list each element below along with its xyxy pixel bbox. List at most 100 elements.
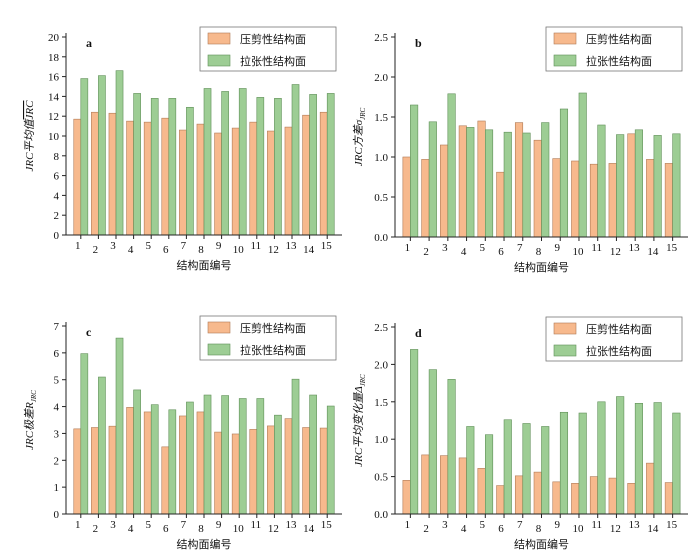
bar-c-shear-5 [143,411,152,515]
x-tick-label-d-13: 13 [629,519,641,531]
bar-b-tension-4 [466,127,475,238]
bar-c-shear-12 [267,425,275,515]
x-tick-label-d-11: 11 [591,519,602,531]
y-axis-title-d: JRC平均变化量ΔJRC [352,374,367,467]
bar-d-tension-11 [597,401,606,515]
bar-a-tension-12 [274,98,282,236]
x-tick-label-c-7: 7 [181,519,187,531]
y-tick-label-a-0: 0 [54,230,60,242]
bar-b-tension-3 [447,93,456,238]
bar-c-shear-3 [108,425,117,515]
bar-a-tension-7 [186,106,194,236]
bar-c-tension-4 [133,389,141,515]
y-tick-label-d-1: 0.5 [374,472,388,484]
bar-b-shear-5 [477,120,486,238]
x-tick-label-c-10: 10 [233,523,245,535]
y-tick-label-a-3: 6 [54,171,60,183]
bar-c-shear-2 [91,427,99,515]
x-axis-title-a: 结构面编号 [177,258,232,272]
legend-swatch-shear-b [553,32,577,45]
bar-d-tension-12 [616,396,625,515]
bar-b-tension-13 [634,129,643,238]
x-tick-label-b-12: 12 [610,246,621,258]
bar-c-tension-1 [80,353,89,515]
bar-c-tension-11 [256,398,265,515]
bar-b-shear-11 [589,163,599,238]
x-tick-label-a-8: 8 [198,244,204,256]
bar-a-shear-1 [73,118,82,236]
bar-d-shear-1 [402,480,411,515]
legend-label-tension-d: 拉张性结构面 [586,344,652,358]
x-axis-title-d: 结构面编号 [514,537,569,551]
bar-a-shear-9 [214,132,222,236]
panel-letter-b: b [415,36,422,50]
y-tick-label-d-4: 2.0 [374,359,388,371]
bar-d-tension-7 [522,423,531,515]
x-tick-label-c-12: 12 [268,523,279,535]
bar-d-shear-5 [477,468,486,515]
x-tick-label-a-15: 15 [321,240,333,252]
legend-label-shear-b: 压剪性结构面 [586,32,652,46]
bar-a-shear-10 [231,127,240,236]
bar-d-shear-12 [608,477,617,515]
bar-b-shear-14 [646,159,655,238]
bar-b-tension-1 [410,104,419,238]
y-tick-label-a-1: 2 [54,210,60,222]
y-axis-title-main-a: JRC平均值 [23,118,36,172]
bar-b-shear-2 [421,159,430,238]
y-axis-title-main-c: JRC极差R [23,402,36,450]
y-axis-title-sub-d: JRC [359,374,367,386]
x-tick-label-b-13: 13 [629,242,641,254]
bar-b-shear-3 [440,144,449,238]
bar-a-shear-13 [284,126,293,236]
y-axis-title-a: JRC平均值JRC [23,100,36,172]
x-tick-label-a-9: 9 [216,240,222,252]
x-tick-label-b-7: 7 [517,242,523,254]
y-tick-label-c-7: 7 [54,321,60,333]
bar-d-tension-2 [428,369,437,515]
bar-a-shear-2 [91,111,99,236]
legend-swatch-shear-c [207,321,231,334]
y-tick-label-a-9: 18 [48,52,60,64]
x-tick-label-b-6: 6 [498,246,504,258]
legend-label-tension-b: 拉张性结构面 [586,54,652,68]
y-tick-label-d-5: 2.5 [374,322,388,334]
x-tick-label-d-15: 15 [666,519,678,531]
y-tick-label-a-4: 8 [54,151,60,163]
x-tick-label-b-4: 4 [461,246,467,258]
bar-c-shear-13 [284,418,293,515]
bar-d-shear-2 [421,454,430,515]
bar-d-shear-8 [533,471,542,515]
x-tick-label-c-6: 6 [163,523,169,535]
y-tick-label-b-5: 2.5 [374,32,388,44]
x-tick-label-c-1: 1 [75,519,81,531]
y-tick-label-c-6: 6 [54,348,60,360]
x-tick-label-d-10: 10 [572,523,584,535]
x-tick-label-c-15: 15 [321,519,333,531]
bar-a-shear-5 [143,121,152,236]
bar-d-tension-8 [541,426,550,515]
bar-b-tension-10 [578,92,587,238]
x-tick-label-d-14: 14 [647,523,659,535]
y-tick-label-a-7: 14 [48,91,60,103]
x-tick-label-d-9: 9 [554,519,560,531]
bar-d-shear-11 [589,476,599,515]
y-axis-title-b: JRC方差σJRC [352,107,367,166]
bar-b-shear-1 [402,156,411,238]
x-tick-label-c-4: 4 [128,523,134,535]
legend-swatch-shear-d [553,322,577,335]
bar-d-shear-15 [664,482,673,515]
bar-b-tension-2 [428,121,437,238]
x-tick-label-a-7: 7 [181,240,187,252]
legend-label-tension-a: 拉张性结构面 [240,54,306,68]
bar-a-shear-11 [249,121,258,236]
y-axis-title-tail-a: JRC [24,100,36,120]
bar-c-shear-7 [179,415,187,515]
legend-swatch-shear-a [207,32,231,45]
bar-b-tension-8 [541,122,550,238]
bar-c-shear-15 [319,427,328,515]
bar-c-tension-14 [309,394,317,515]
x-tick-label-c-5: 5 [145,519,151,531]
bar-b-tension-5 [484,129,494,238]
panel-letter-d: d [415,326,422,340]
